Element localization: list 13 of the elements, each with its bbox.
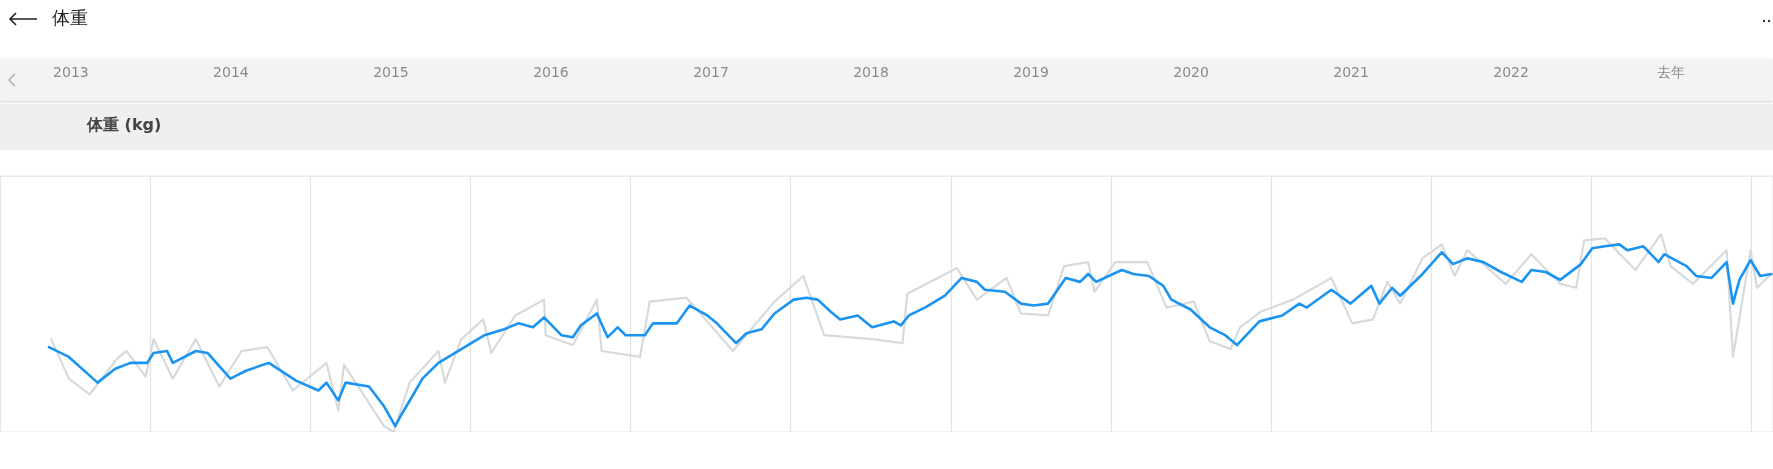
x-tick-label: 2013	[53, 63, 89, 80]
x-tick-label: 2015	[373, 63, 409, 80]
x-tick-label: 2021	[1333, 63, 1369, 80]
chart-title: 体重	[52, 6, 88, 30]
x-tick-label: 2016	[533, 63, 569, 80]
x-tick-label: 去年	[1657, 63, 1686, 80]
x-tick-label: 2017	[693, 63, 729, 80]
x-tick-label: 2014	[213, 63, 249, 80]
y-axis-title: 体重 (kg)	[87, 115, 162, 136]
x-tick-label: 2018	[853, 63, 889, 80]
x-tick-label: 2019	[1013, 63, 1049, 80]
x-tick-label: 2022	[1493, 63, 1529, 80]
x-tick-label: 2020	[1173, 63, 1209, 80]
